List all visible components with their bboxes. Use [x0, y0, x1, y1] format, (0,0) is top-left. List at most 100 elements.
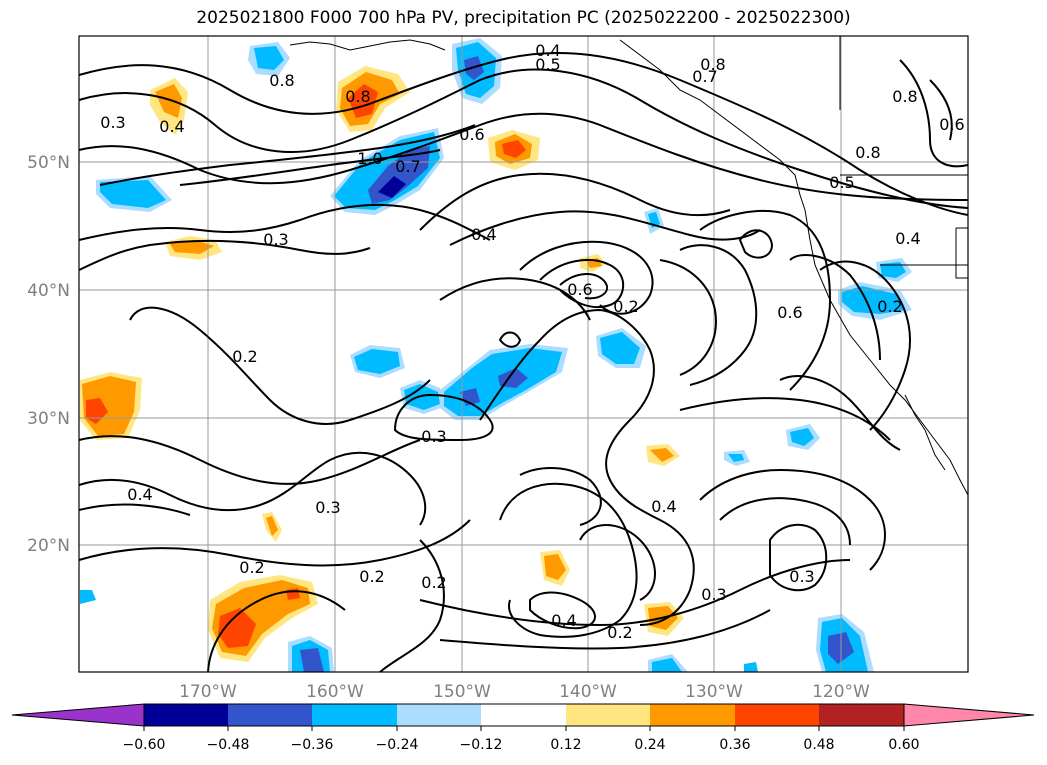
colorbar-segment	[566, 704, 650, 726]
contour-label: 0.3	[789, 567, 814, 586]
precip-patch	[300, 648, 324, 672]
contour-label: 1.0	[357, 149, 382, 168]
contour-line	[929, 79, 953, 141]
precip-patch	[286, 588, 300, 600]
contour-line	[659, 259, 717, 376]
colorbar-tick-label: 0.60	[888, 737, 919, 753]
lat-tick-label: 50°N	[27, 153, 70, 173]
contour-line	[419, 559, 851, 627]
contour-label: 0.6	[459, 125, 484, 144]
contour-line	[439, 277, 591, 321]
lon-tick-label: 120°W	[812, 682, 870, 702]
us-west-coastline	[804, 209, 969, 496]
colorbar-tick-label: −0.36	[291, 737, 334, 753]
contour-line	[439, 609, 771, 650]
contour-line	[719, 497, 851, 546]
contour-line	[449, 210, 761, 246]
colorbar-tick-label: −0.48	[207, 737, 250, 753]
precip-patch	[354, 349, 400, 374]
contour-label: 0.3	[421, 427, 446, 446]
pv-contours	[78, 52, 969, 673]
contour-label: 0.5	[535, 55, 560, 74]
colorbar-tick-label: 0.36	[719, 737, 750, 753]
colorbar-tick-label: −0.24	[376, 737, 419, 753]
contour-label: 0.4	[159, 117, 184, 136]
baja-coastline	[904, 394, 946, 471]
contour-label: 0.8	[269, 71, 294, 90]
contour-label: 0.4	[651, 497, 676, 516]
contour-line	[393, 393, 494, 442]
contour-line	[179, 149, 441, 186]
colorbar-tick-label: 0.12	[550, 737, 581, 753]
longitude-ticks: 170°W 160°W 150°W 140°W 130°W 120°W	[179, 682, 870, 702]
colorbar-segment	[11, 703, 145, 727]
contour-label: 0.2	[877, 297, 902, 316]
contour-label: 0.5	[829, 173, 854, 192]
contour-line	[207, 590, 346, 673]
contour-label: 0.2	[607, 623, 632, 642]
colorbar: −0.60 −0.48 −0.36 −0.24 −0.12 0.12 0.24 …	[11, 703, 1035, 753]
colorbar-segment	[481, 704, 566, 726]
contour-label: 0.3	[701, 585, 726, 604]
precip-patch	[650, 448, 674, 462]
precip-patch	[790, 428, 814, 446]
precip-patch	[600, 332, 640, 364]
precip-patch	[842, 286, 904, 314]
map-title: 2025021800 F000 700 hPa PV, precipitatio…	[196, 8, 851, 28]
precip-patch	[378, 176, 406, 198]
contour-line	[419, 172, 731, 231]
contour-line	[779, 375, 901, 451]
contour-line	[579, 524, 656, 601]
colorbar-segment	[228, 704, 312, 726]
contour-label: 0.2	[613, 297, 638, 316]
lon-tick-label: 160°W	[306, 682, 364, 702]
contour-line	[789, 254, 881, 361]
contour-label: 0.7	[692, 67, 717, 86]
contour-line	[129, 306, 431, 425]
contour-label: 0.2	[359, 567, 384, 586]
contour-label-group: 0.4 0.5 0.8 0.7 0.8 0.8 0.6 0.8 0.5 0.4 …	[100, 41, 964, 642]
contour-label: 0.8	[892, 87, 917, 106]
precip-patch	[100, 180, 166, 208]
contour-line	[78, 52, 969, 216]
colorbar-segment	[650, 704, 735, 726]
lat-tick-label: 30°N	[27, 409, 70, 429]
lon-tick-label: 130°W	[685, 682, 743, 702]
border-line	[955, 228, 968, 279]
latitude-ticks: 50°N 40°N 30°N 20°N	[27, 153, 70, 556]
contour-label: 0.8	[855, 143, 880, 162]
contour-line	[679, 397, 891, 441]
lon-tick-label: 140°W	[559, 682, 617, 702]
contour-line	[499, 482, 638, 638]
lat-tick-label: 40°N	[27, 281, 70, 301]
contour-label: 0.3	[100, 113, 125, 132]
colorbar-outline	[143, 703, 905, 727]
map-frame	[78, 35, 969, 673]
precip-patch	[254, 46, 284, 70]
contour-line	[78, 239, 371, 271]
contour-label: 0.6	[777, 303, 802, 322]
graticule	[79, 36, 968, 672]
contour-line	[78, 203, 491, 241]
contour-line	[99, 124, 476, 186]
lon-tick-label: 150°W	[433, 682, 491, 702]
contour-label: 0.6	[567, 280, 592, 299]
contour-line	[679, 244, 758, 386]
bc-coastline	[619, 39, 806, 211]
precip-patch	[744, 662, 758, 672]
colorbar-segment	[819, 704, 904, 726]
contour-label: 0.4	[471, 225, 496, 244]
contour-line	[78, 68, 969, 209]
precip-patch	[155, 84, 182, 118]
contour-line	[519, 467, 602, 526]
precip-patch	[80, 590, 96, 604]
colorbar-segment	[312, 704, 397, 726]
contour-line	[769, 523, 828, 592]
colorbar-segment	[397, 704, 481, 726]
contour-line	[78, 112, 969, 201]
contour-label: 0.3	[263, 230, 288, 249]
contour-line	[529, 591, 596, 630]
contour-label: 0.8	[700, 55, 725, 74]
contour-line	[899, 59, 969, 168]
